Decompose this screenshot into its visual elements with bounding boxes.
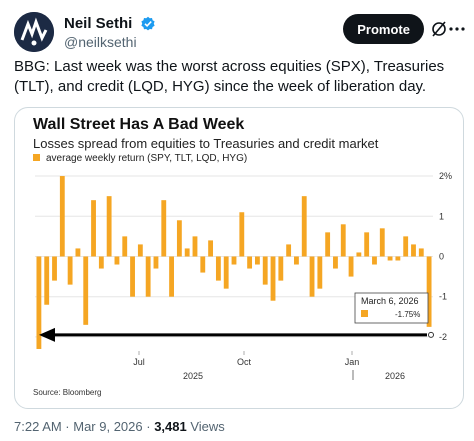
post-timestamp[interactable]: 7:22 AM · Mar 9, 2026 · xyxy=(14,419,155,434)
legend-swatch xyxy=(33,154,40,161)
annotation-marker xyxy=(428,331,434,338)
bar xyxy=(184,248,190,257)
bar xyxy=(161,200,167,257)
post-header: Neil Sethi @neilksethi Promote xyxy=(14,10,466,52)
bar xyxy=(379,228,385,257)
y-tick-label: -1 xyxy=(439,292,447,302)
bar xyxy=(153,256,159,269)
bar xyxy=(278,256,284,281)
x-tick-label: Jul xyxy=(133,357,145,367)
bar xyxy=(254,256,260,265)
bar xyxy=(44,256,50,305)
bar xyxy=(192,236,198,257)
bar xyxy=(356,252,362,257)
bar xyxy=(372,256,377,265)
bar xyxy=(270,256,276,301)
bar xyxy=(333,256,338,269)
bar xyxy=(294,256,299,265)
bar xyxy=(59,176,65,257)
post-text: BBG: Last week was the worst across equi… xyxy=(14,58,445,95)
handle[interactable]: @neilksethi xyxy=(64,34,137,50)
bar xyxy=(387,256,393,261)
bar xyxy=(325,232,331,257)
comparison-arrow-head xyxy=(39,327,55,342)
bar xyxy=(223,256,229,289)
annotation-swatch xyxy=(361,310,368,317)
bar xyxy=(215,256,221,281)
bar-chart: 2% 1 0 -1 -2 March 6, 2026 -1.75% Jul Oct Jan 2025… xyxy=(35,171,452,381)
bar xyxy=(122,236,128,257)
chart-legend: average weekly return (SPY, TLT, LQD, HY… xyxy=(33,153,247,164)
bar xyxy=(52,256,57,281)
y-tick-label: 0 xyxy=(439,251,444,261)
bar xyxy=(67,256,73,285)
bar xyxy=(208,240,214,257)
bar xyxy=(36,256,42,349)
author-block: Neil Sethi @neilksethi xyxy=(64,14,156,51)
x-tick-label: Oct xyxy=(237,357,252,367)
more-icon[interactable] xyxy=(448,20,466,38)
bar xyxy=(75,248,81,257)
bar xyxy=(403,236,409,257)
legend-label: average weekly return (SPY, TLT, LQD, HY… xyxy=(46,153,248,164)
x-year-label: 2025 xyxy=(183,371,203,381)
bar xyxy=(364,232,370,257)
annotation-box xyxy=(354,292,429,324)
bar xyxy=(169,256,174,297)
verified-icon xyxy=(141,16,155,30)
bar xyxy=(247,256,253,269)
bar xyxy=(301,196,307,257)
bar xyxy=(340,224,346,257)
y-tick-label: 2% xyxy=(439,171,452,181)
views-label: Views xyxy=(186,419,225,434)
display-name[interactable]: Neil Sethi xyxy=(64,15,133,32)
post-footer: 7:22 AM · Mar 9, 2026 · 3,481 Views xyxy=(14,419,225,434)
bar xyxy=(91,200,96,257)
bar xyxy=(114,256,120,265)
chart-title: Wall Street Has A Bad Week xyxy=(33,116,245,133)
bar xyxy=(98,256,104,269)
bar xyxy=(395,256,401,261)
chart-card[interactable]: Wall Street Has A Bad Week Losses spread… xyxy=(14,107,464,409)
views-count: 3,481 xyxy=(154,419,187,434)
bar xyxy=(145,256,151,297)
x-tick-label: Jan xyxy=(345,357,360,367)
bar xyxy=(317,256,323,289)
annotation-value: -1.75% xyxy=(395,310,420,319)
bar xyxy=(418,248,424,257)
bar xyxy=(231,256,237,265)
bar xyxy=(106,196,112,257)
x-year-label: 2026 xyxy=(385,371,405,381)
bar xyxy=(137,244,143,257)
chart-source: Source: Bloomberg xyxy=(33,388,102,397)
avatar[interactable] xyxy=(14,12,54,52)
bar xyxy=(239,212,245,257)
bar xyxy=(83,256,89,325)
avatar-logo xyxy=(14,12,54,52)
bar xyxy=(176,220,182,257)
bar xyxy=(348,256,354,277)
y-tick-label: 1 xyxy=(439,211,444,221)
chart-subtitle: Losses spread from equities to Treasurie… xyxy=(33,136,379,151)
bar xyxy=(200,256,206,273)
bar xyxy=(262,256,268,285)
grok-icon[interactable] xyxy=(430,20,448,38)
y-tick-label: -2 xyxy=(439,332,447,342)
promote-button[interactable]: Promote xyxy=(343,14,424,44)
bar xyxy=(130,256,135,297)
bar xyxy=(426,256,432,327)
annotation-date: March 6, 2026 xyxy=(361,296,419,306)
bar xyxy=(286,244,292,257)
bar xyxy=(309,256,315,297)
bar xyxy=(411,244,416,257)
